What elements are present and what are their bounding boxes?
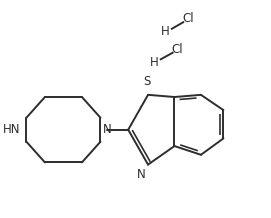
Text: H: H: [161, 25, 170, 38]
Text: N: N: [102, 123, 111, 136]
Text: S: S: [143, 75, 150, 88]
Text: HN: HN: [3, 123, 20, 136]
Text: Cl: Cl: [171, 43, 183, 56]
Text: Cl: Cl: [182, 12, 193, 25]
Text: N: N: [137, 168, 146, 181]
Text: H: H: [150, 56, 159, 69]
